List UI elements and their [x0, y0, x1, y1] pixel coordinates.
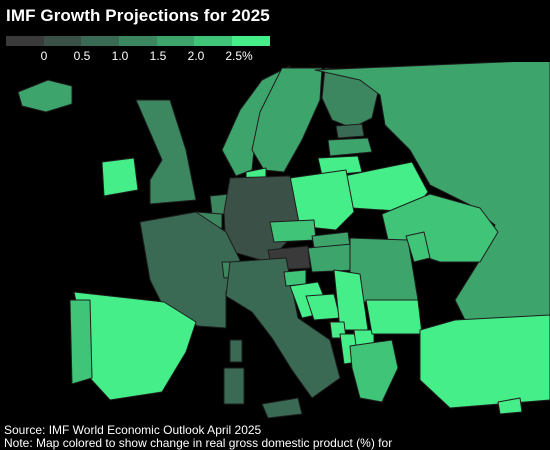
legend-tick-labels: 0 0.5 1.0 1.5 2.0 2.5% — [6, 46, 276, 63]
source-note: Source: IMF World Economic Outlook April… — [4, 423, 262, 437]
region-bulgaria — [365, 299, 423, 335]
region-latvia — [327, 137, 373, 157]
chart-title: IMF Growth Projections for 2025 — [6, 6, 270, 25]
legend-swatch-5 — [194, 36, 233, 46]
region-united-kingdom — [135, 99, 197, 205]
region-portugal — [69, 299, 93, 385]
legend-tick-label: 2.5% — [225, 49, 253, 63]
europe-map — [17, 62, 550, 419]
region-czech-republic — [269, 219, 317, 243]
legend-swatch-2 — [81, 36, 120, 46]
region-estonia — [335, 123, 365, 139]
legend-swatch-3 — [119, 36, 157, 46]
legend-tick-label: 0 — [40, 49, 48, 63]
legend-color-scale — [6, 36, 276, 46]
footnote: Note: Map colored to show change in real… — [4, 436, 393, 450]
legend-swatch-1 — [43, 36, 82, 46]
legend-swatch-4 — [156, 36, 195, 46]
region-cyprus — [497, 397, 523, 415]
region-hungary — [307, 243, 357, 273]
legend-tick-label: 1.0 — [111, 49, 129, 63]
region-france — [139, 211, 241, 329]
region-sicily — [261, 397, 303, 419]
region-sweden — [251, 67, 323, 173]
legend-swatch-0 — [6, 36, 44, 46]
legend-tick-label: 1.5 — [149, 49, 167, 63]
region-iceland — [17, 79, 73, 113]
region-slovenia — [283, 269, 307, 287]
region-turkey — [419, 314, 550, 409]
region-corsica — [229, 339, 243, 363]
legend-swatch-6 — [232, 36, 270, 46]
region-greece — [349, 339, 399, 403]
legend-tick-label: 0.5 — [73, 49, 91, 63]
region-sardinia — [223, 367, 245, 405]
color-legend: 0 0.5 1.0 1.5 2.0 2.5% — [6, 36, 276, 63]
region-moldova — [405, 231, 431, 263]
region-ireland — [101, 157, 139, 197]
legend-tick-label: 2.0 — [187, 49, 205, 63]
